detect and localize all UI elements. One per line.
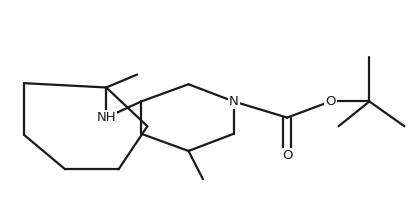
Text: O: O	[281, 149, 292, 162]
Text: NH: NH	[96, 111, 116, 124]
Text: O: O	[324, 95, 335, 108]
Text: N: N	[228, 95, 238, 108]
